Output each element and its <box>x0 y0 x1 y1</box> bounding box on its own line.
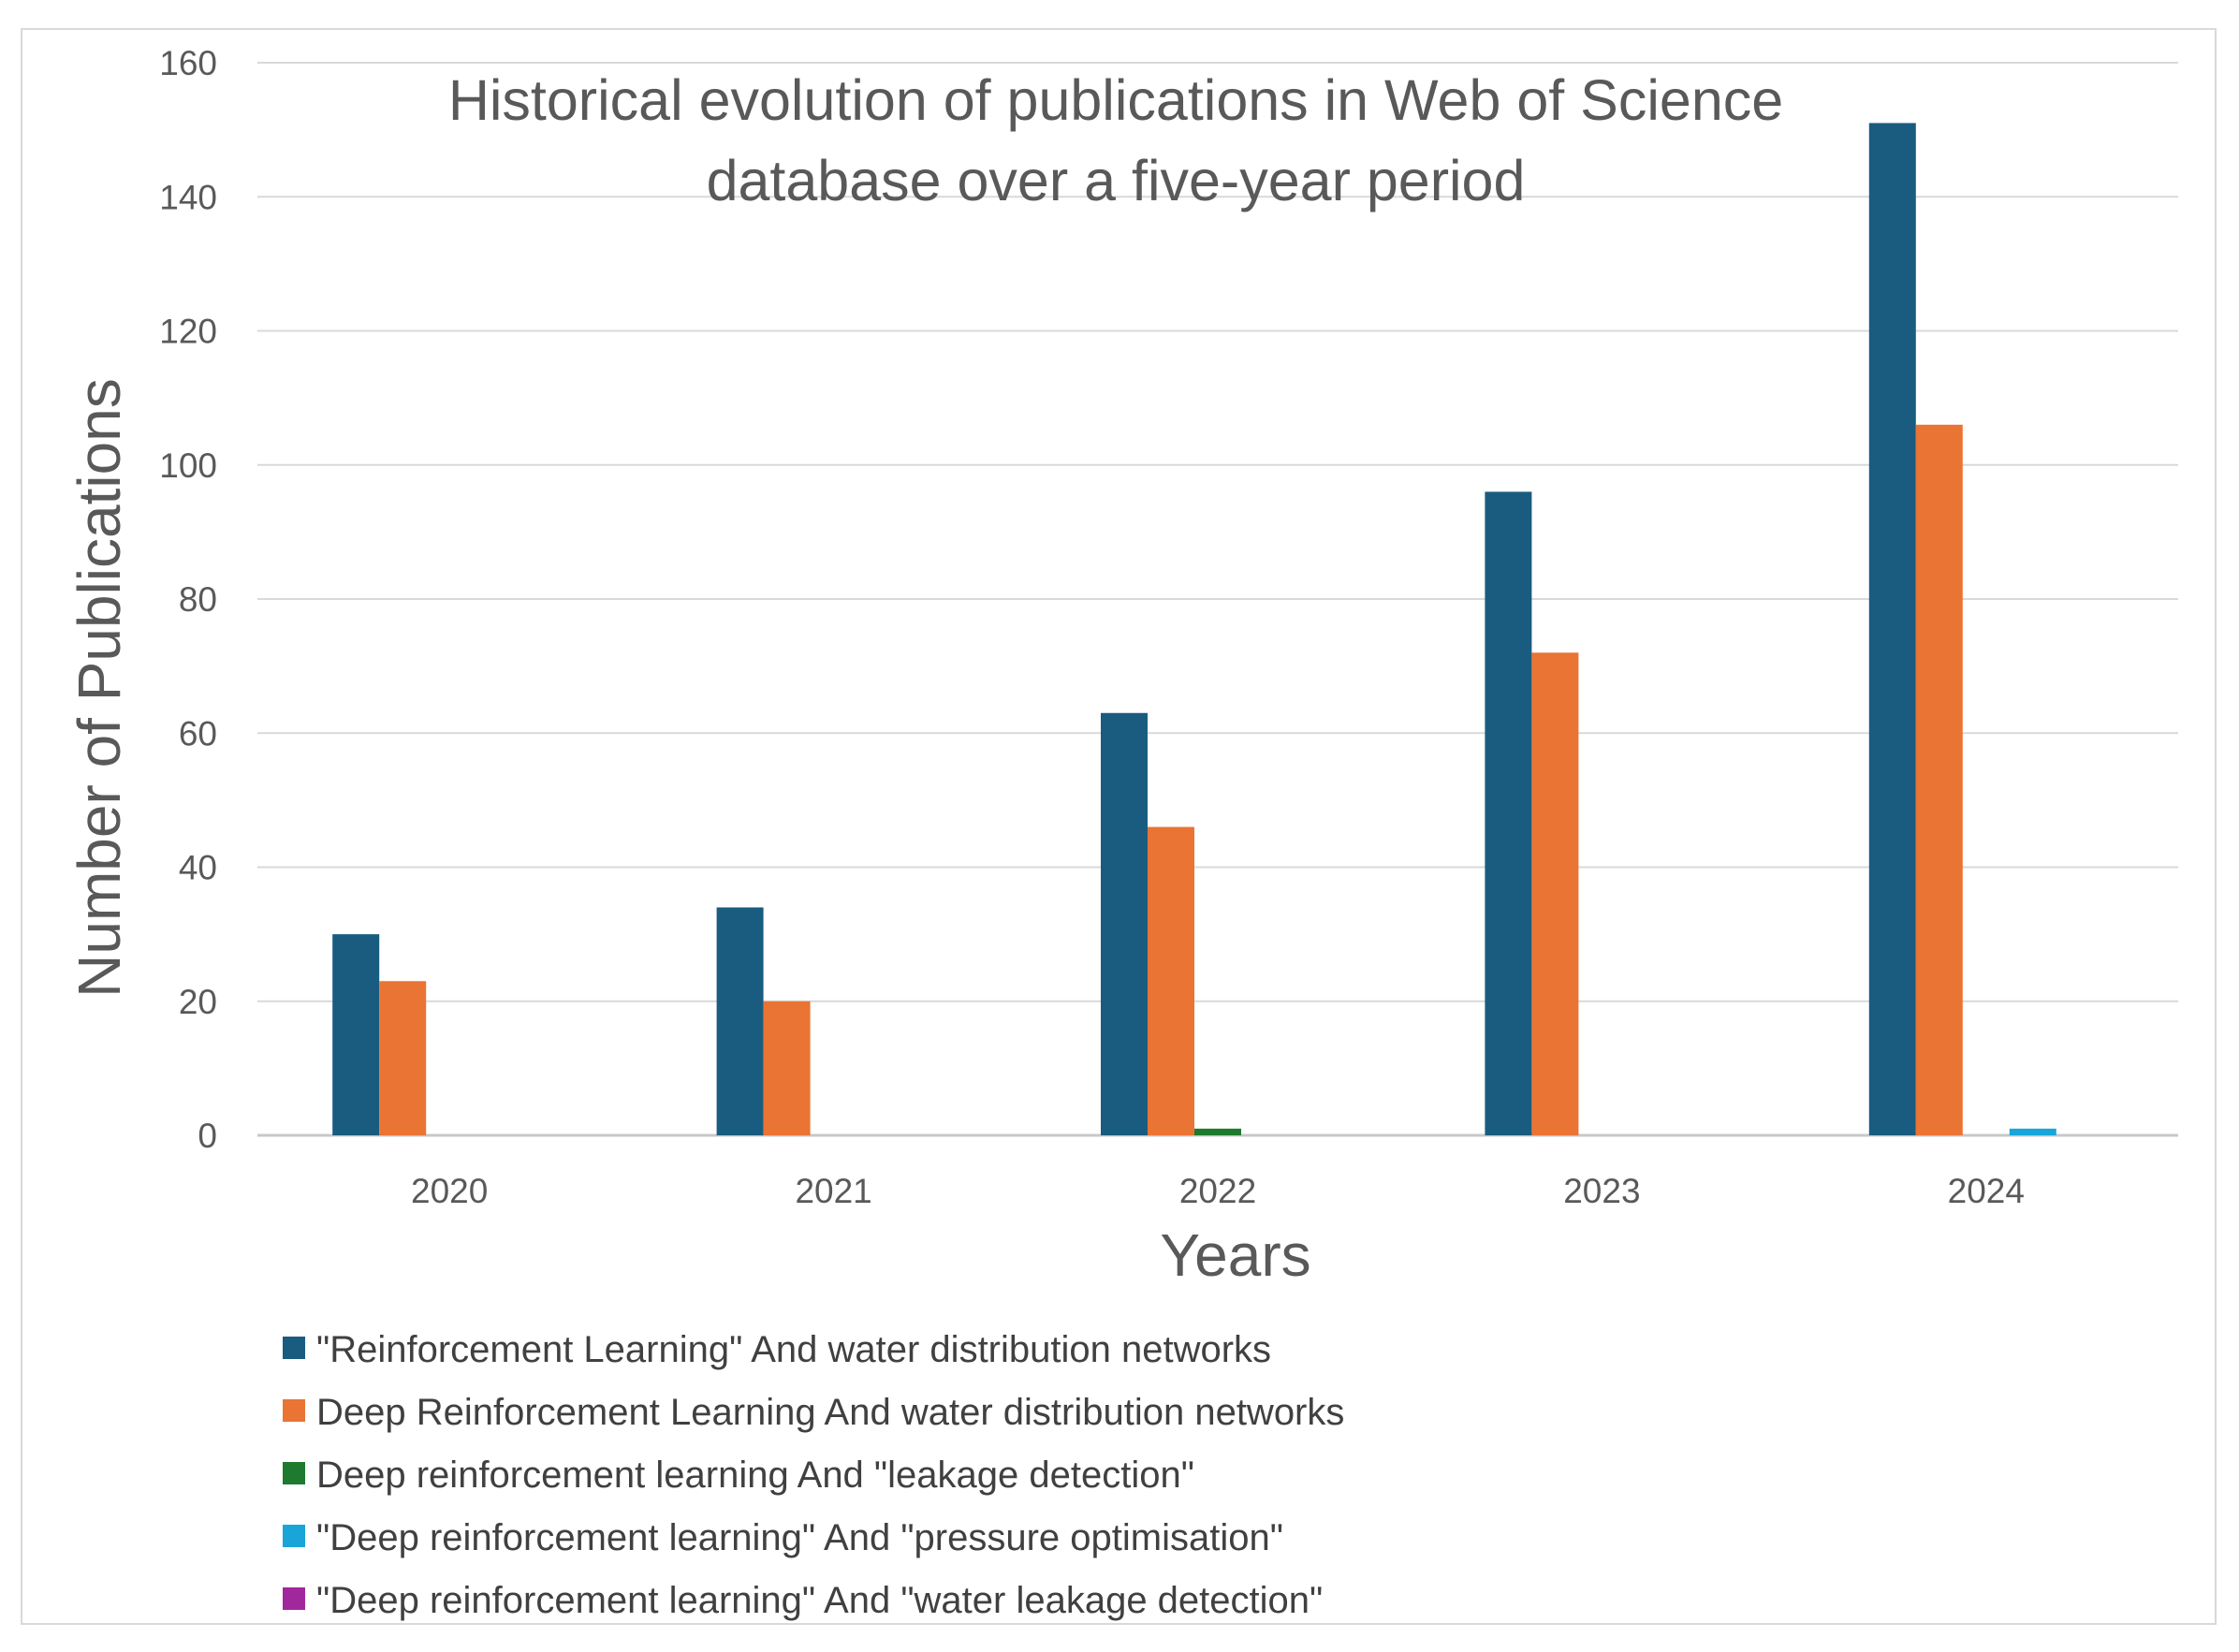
legend-label: "Deep reinforcement learning" And "water… <box>316 1580 1323 1621</box>
x-tick-label: 2023 <box>1563 1172 1640 1210</box>
x-tick-label: 2021 <box>795 1172 871 1210</box>
bar <box>1194 1128 1241 1135</box>
y-tick-label: 0 <box>198 1117 217 1155</box>
x-axis-ticks: 2020 2021 2022 2023 2024 <box>411 1172 2025 1210</box>
y-tick-label: 140 <box>159 178 217 216</box>
legend-swatch <box>283 1399 305 1422</box>
legend-label: "Reinforcement Learning" And water distr… <box>316 1329 1271 1370</box>
bars <box>332 123 2056 1135</box>
x-axis-title: Years <box>1160 1221 1310 1289</box>
bar <box>2009 1128 2056 1135</box>
bar <box>1485 491 1532 1135</box>
y-tick-label: 80 <box>179 580 217 619</box>
legend-swatch <box>283 1337 305 1359</box>
x-tick-label: 2022 <box>1179 1172 1256 1210</box>
y-tick-label: 60 <box>179 714 217 753</box>
legend: "Reinforcement Learning" And water distr… <box>283 1329 1344 1621</box>
chart-title-line-1: Historical evolution of publications in … <box>448 68 1783 132</box>
y-axis-ticks: 0 20 40 60 80 100 120 140 160 <box>159 44 217 1155</box>
legend-label: Deep Reinforcement Learning And water di… <box>316 1392 1344 1433</box>
y-tick-label: 100 <box>159 446 217 485</box>
x-tick-label: 2024 <box>1948 1172 2025 1210</box>
bar <box>1531 652 1579 1135</box>
y-tick-label: 20 <box>179 983 217 1021</box>
legend-label: Deep reinforcement learning And "leakage… <box>316 1455 1194 1496</box>
bar <box>332 934 380 1135</box>
legend-label: "Deep reinforcement learning" And "press… <box>316 1517 1283 1558</box>
bar <box>1868 123 1916 1135</box>
legend-swatch <box>283 1462 305 1484</box>
x-tick-label: 2020 <box>411 1172 488 1210</box>
y-tick-label: 40 <box>179 849 217 887</box>
bar <box>379 981 427 1135</box>
bar <box>716 907 764 1135</box>
gridlines <box>257 62 2178 1137</box>
legend-swatch <box>283 1587 305 1610</box>
legend-swatch <box>283 1525 305 1547</box>
bar <box>1915 424 1963 1135</box>
y-axis-title: Number of Publications <box>66 378 133 998</box>
y-tick-label: 120 <box>159 313 217 351</box>
y-tick-label: 160 <box>159 44 217 82</box>
bar <box>1148 826 1194 1135</box>
bar <box>1101 712 1148 1135</box>
chart-title-line-2: database over a five-year period <box>707 149 1526 212</box>
bar <box>763 1001 811 1135</box>
